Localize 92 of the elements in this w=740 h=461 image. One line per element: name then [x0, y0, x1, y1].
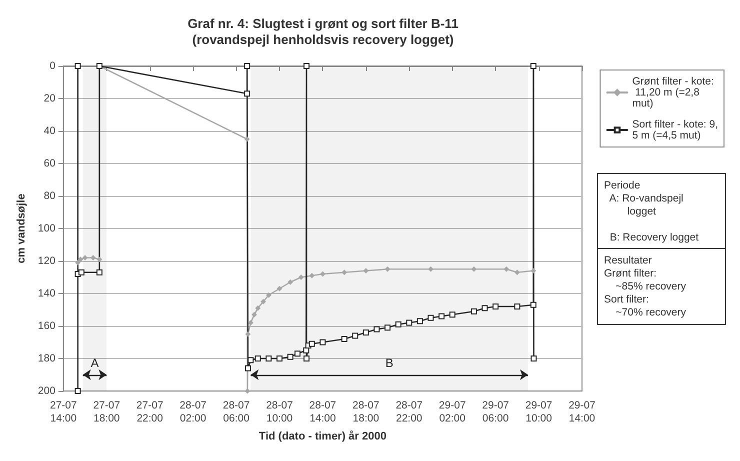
x-tick-label: 27-07 18:00: [93, 400, 120, 424]
text: Periode A: Ro-vandspejl logget B: Recovery logget: [604, 180, 699, 244]
point: [75, 260, 80, 266]
point: [308, 340, 315, 347]
point: [276, 356, 282, 362]
chart-subtitle: (rovandspejl henholdsvis recovery logget): [192, 32, 454, 47]
x-tick-label: 28-07 06:00: [222, 400, 250, 424]
point: [298, 274, 304, 280]
chart-title: Graf nr. 4: Slugtest i grønt og sort filter B-11: [188, 16, 458, 31]
y-tick-label: 160: [38, 320, 56, 332]
x-tick-label: 28-07 18:00: [352, 400, 380, 424]
point: [244, 136, 250, 142]
x-tick-label: 28-07 14:00: [309, 400, 336, 424]
text: Resultater Grønt filter: ~85% recovery Sort filter: ~70% recovery: [604, 254, 687, 318]
point: [78, 269, 84, 276]
x-tick-label: 27-07 14:00: [50, 400, 78, 424]
point: [492, 304, 499, 310]
point: [304, 356, 310, 362]
x-axis-title: Tid (dato - timer) år 2000: [258, 430, 386, 442]
y-axis-title: cm vandsøjle: [16, 194, 28, 264]
point: [320, 272, 326, 276]
point: [255, 306, 260, 311]
x-tick-label: 28-07 10:00: [266, 400, 294, 424]
point: [514, 270, 520, 275]
point: [470, 308, 477, 314]
point: [294, 350, 300, 357]
point: [96, 269, 102, 276]
point: [363, 268, 368, 274]
point: [428, 314, 434, 321]
point: [342, 270, 347, 275]
point: [406, 320, 412, 326]
point: [244, 365, 251, 372]
point: [362, 330, 369, 336]
point: [530, 302, 536, 308]
x-tick-label: 29-07 06:00: [482, 400, 510, 424]
legend-label: Grønt filter - kote: 11,20 m (=2,8 mut): [632, 76, 714, 110]
point: [309, 273, 314, 278]
point: [244, 388, 250, 394]
point: [374, 326, 380, 332]
x-tick-label: 28-07 22:00: [396, 400, 423, 424]
x-tick-label: 29-07 10:00: [525, 400, 552, 424]
point: [416, 318, 423, 324]
y-tick-label: 20: [44, 92, 56, 104]
point: [90, 255, 96, 260]
y-tick-label: 140: [38, 288, 56, 300]
x-tick-label: 29-07 14:00: [568, 400, 596, 424]
point: [352, 332, 358, 339]
point: [514, 304, 520, 310]
x-tick-label: 28-07 02:00: [180, 400, 207, 424]
point: [530, 268, 536, 274]
band-label: B: [385, 356, 394, 370]
point: [96, 256, 102, 262]
point: [260, 299, 266, 304]
point: [82, 255, 88, 260]
point: [304, 63, 310, 69]
y-tick-label: 0: [50, 60, 56, 72]
x-tick-label: 29-07 02:00: [438, 400, 466, 424]
y-tick-label: 120: [38, 255, 56, 267]
point: [530, 356, 537, 362]
point: [287, 354, 294, 360]
point: [449, 312, 456, 318]
point: [428, 266, 434, 272]
point: [78, 256, 84, 262]
point: [384, 324, 391, 331]
legend-label: Sort filter - kote: 9,5 m (=4,5 mut): [632, 118, 718, 142]
point: [482, 305, 488, 312]
band-label: A: [90, 356, 99, 370]
point: [471, 266, 476, 272]
point: [252, 312, 257, 318]
point: [320, 339, 326, 346]
point: [254, 356, 261, 362]
point: [438, 313, 445, 320]
point: [303, 347, 310, 354]
y-tick-label: 100: [38, 222, 56, 234]
y-tick-label: 200: [38, 385, 56, 397]
x-tick-label: 27-07 22:00: [136, 400, 164, 424]
point: [244, 90, 250, 97]
point: [385, 266, 390, 272]
y-tick-label: 40: [44, 125, 56, 137]
point: [266, 356, 272, 362]
y-tick-label: 180: [38, 352, 56, 364]
point: [395, 321, 402, 328]
point: [504, 266, 509, 272]
y-tick-label: 60: [44, 158, 56, 170]
y-tick-label: 80: [44, 190, 56, 202]
point: [276, 286, 282, 292]
point: [245, 332, 250, 337]
point: [266, 292, 272, 298]
point: [74, 388, 81, 394]
point: [341, 336, 348, 342]
point: [248, 320, 254, 326]
point: [288, 280, 293, 285]
